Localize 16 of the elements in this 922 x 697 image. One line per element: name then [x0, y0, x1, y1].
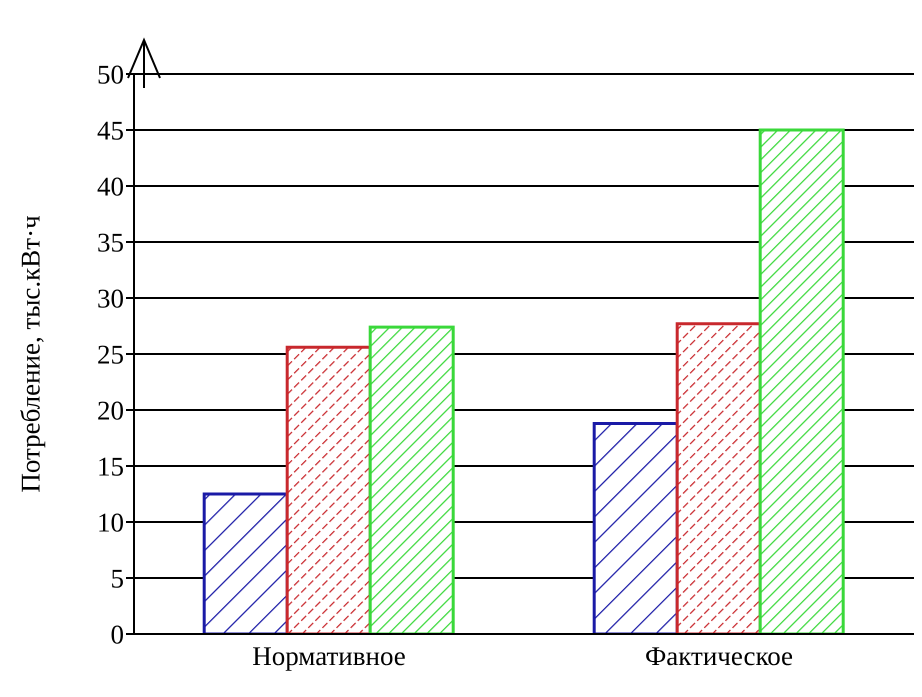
y-axis-title: Потребление, тыс.кВт·ч: [16, 215, 46, 493]
y-tick-label: 25: [97, 340, 124, 370]
y-tick-label: 5: [110, 564, 124, 594]
y-tick-label: 45: [97, 116, 124, 146]
x-tick-label: Фактическое: [644, 641, 794, 672]
y-tick-label: 50: [97, 60, 124, 90]
y-tick-label: 40: [97, 172, 124, 202]
y-tick-label: 15: [97, 452, 124, 482]
y-tick-label: 0: [110, 620, 124, 650]
bar: [368, 326, 455, 634]
bar: [758, 128, 845, 634]
y-tick-label: 20: [97, 396, 124, 426]
y-tick-label: 30: [97, 284, 124, 314]
y-tick-label: 10: [97, 508, 124, 538]
x-tick-label: Нормативное: [252, 641, 406, 672]
y-tick-label: 35: [97, 228, 124, 258]
